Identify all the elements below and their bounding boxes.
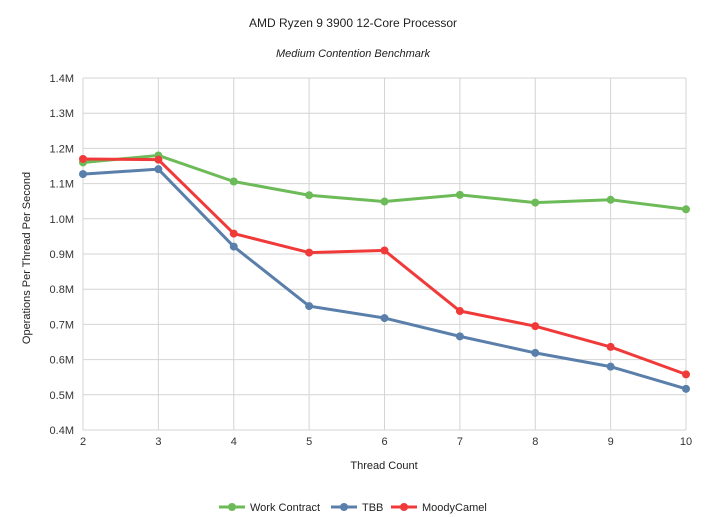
- series-layer: [79, 151, 690, 393]
- moodycamel-point: [305, 248, 314, 257]
- legend-label: TBB: [362, 502, 383, 514]
- x-tick-label: 2: [80, 436, 86, 448]
- moodycamel-point: [79, 154, 87, 163]
- tbb-point: [606, 362, 615, 371]
- work-contract-point: [229, 177, 238, 186]
- moodycamel-point: [682, 370, 690, 379]
- work-contract-point: [305, 191, 314, 200]
- y-tick-label: 1.2M: [50, 143, 74, 155]
- work-contract-point: [682, 205, 690, 214]
- moodycamel-point: [455, 307, 464, 316]
- x-tick-label: 10: [680, 436, 692, 448]
- tbb-point: [154, 165, 163, 174]
- x-axis-ticks: 2 3 4 5 6 7 8 9 10: [80, 436, 692, 448]
- tbb-point: [79, 170, 87, 179]
- moodycamel-point: [229, 229, 238, 238]
- y-axis-ticks: 0.4M 0.5M 0.6M 0.7M 0.8M 0.9M 1.0M 1.1M 1.2M 1.3M…: [50, 73, 74, 437]
- tbb-point: [682, 384, 690, 393]
- work-contract-point: [531, 198, 540, 207]
- y-tick-label: 0.8M: [50, 284, 74, 296]
- legend-item-moodycamel: MoodyCamel: [391, 502, 487, 514]
- x-tick-label: 7: [457, 436, 463, 448]
- legend-item-work-contract: Work Contract: [219, 502, 320, 514]
- moodycamel-point: [531, 322, 540, 331]
- x-tick-label: 5: [306, 436, 312, 448]
- y-tick-label: 0.7M: [50, 319, 74, 331]
- tbb-point: [455, 332, 464, 341]
- x-tick-label: 6: [381, 436, 387, 448]
- moodycamel-point: [380, 246, 389, 255]
- series-moodycamel: [79, 154, 690, 379]
- work-contract-point: [606, 195, 615, 204]
- legend-swatch-point: [400, 503, 408, 511]
- x-tick-label: 9: [608, 436, 614, 448]
- moodycamel-point: [606, 342, 615, 351]
- y-tick-label: 1.0M: [50, 214, 74, 226]
- legend-label: Work Contract: [250, 502, 320, 514]
- x-tick-label: 8: [532, 436, 538, 448]
- x-axis-label: Thread Count: [350, 460, 417, 472]
- y-tick-label: 1.3M: [50, 108, 74, 120]
- legend: Work Contract TBB MoodyCamel: [219, 502, 487, 514]
- y-tick-label: 0.4M: [50, 425, 74, 437]
- legend-label: MoodyCamel: [422, 502, 487, 514]
- tbb-point: [229, 242, 238, 251]
- y-tick-label: 0.5M: [50, 390, 74, 402]
- moodycamel-point: [154, 155, 163, 164]
- y-axis-label: Operations Per Thread Per Second: [21, 172, 33, 344]
- series-tbb: [79, 165, 690, 393]
- tbb-point: [380, 314, 389, 323]
- legend-swatch-point: [340, 503, 348, 511]
- tbb-point: [531, 348, 540, 357]
- y-tick-label: 0.6M: [50, 355, 74, 367]
- legend-swatch-point: [228, 503, 236, 511]
- x-tick-label: 3: [155, 436, 161, 448]
- y-tick-label: 1.4M: [50, 73, 74, 85]
- work-contract-point: [455, 190, 464, 199]
- y-tick-label: 0.9M: [50, 249, 74, 261]
- y-tick-label: 1.1M: [50, 179, 74, 191]
- legend-item-tbb: TBB: [331, 502, 383, 514]
- chart-subtitle: Medium Contention Benchmark: [276, 48, 431, 60]
- work-contract-point: [380, 197, 389, 206]
- x-tick-label: 4: [231, 436, 237, 448]
- tbb-point: [305, 302, 314, 311]
- chart-title: AMD Ryzen 9 3900 12-Core Processor: [249, 16, 457, 30]
